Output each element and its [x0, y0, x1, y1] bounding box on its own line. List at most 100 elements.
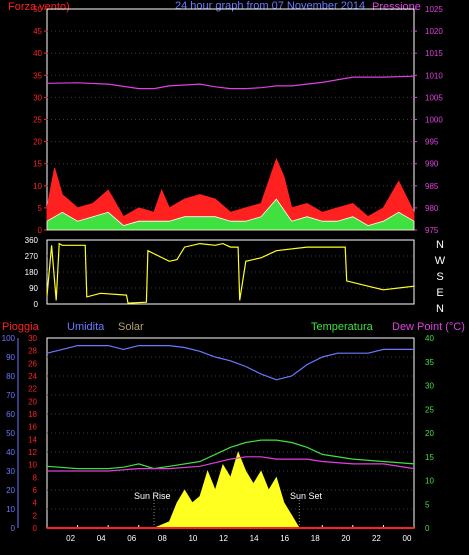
time-tick-label: 20	[341, 534, 350, 543]
rain-tick-label: 22	[28, 385, 37, 394]
rain-tick-label: 2	[33, 511, 38, 520]
wind-direction-grid	[47, 255, 414, 289]
wind-tick-label: 10	[33, 182, 42, 191]
dew-point-line	[47, 456, 415, 472]
humidity-tick-label: 60	[6, 410, 15, 419]
rain-tick-label: 8	[33, 473, 38, 482]
rain-tick-label: 12	[28, 448, 37, 457]
pressure-tick-label: 990	[425, 160, 439, 169]
humidity-line	[46, 345, 414, 381]
time-tick-label: 18	[311, 534, 320, 543]
pressure-tick-label: 1000	[425, 116, 443, 125]
temperature-tick-label: 10	[425, 477, 434, 486]
humidity-tick-label: 40	[6, 448, 15, 457]
pressure-tick-label: 1025	[425, 5, 443, 14]
time-tick-label: 02	[66, 534, 75, 543]
direction-tick-label: 180	[25, 268, 39, 277]
rain-tick-label: 14	[28, 435, 37, 444]
pressure-tick-label: 1015	[425, 49, 443, 58]
humidity-temperature-series	[46, 345, 415, 529]
time-tick-label: 06	[127, 534, 136, 543]
direction-tick-label: 360	[25, 236, 39, 245]
wind-tick-label: 30	[33, 93, 42, 102]
rain-tick-label: 20	[28, 397, 37, 406]
rain-header: Pioggia	[2, 321, 40, 333]
wind-gust-series	[46, 157, 415, 231]
humidity-tick-label: 30	[6, 467, 15, 476]
pressure-tick-label: 985	[425, 182, 439, 191]
humidity-tick-label: 80	[6, 372, 15, 381]
direction-tick-label: 270	[25, 252, 39, 261]
wind-tick-label: 25	[33, 116, 42, 125]
dewpoint-header: Dew Point (°C)	[392, 321, 465, 333]
time-tick-label: 08	[158, 534, 167, 543]
wind-direction-series	[46, 242, 415, 304]
temperature-axis: 40 35 30 25 20 15 10 5 0	[425, 334, 434, 533]
rain-tick-label: 6	[33, 486, 38, 495]
wind-direction-panel	[46, 239, 415, 305]
temperature-tick-label: 15	[425, 453, 434, 462]
time-tick-label: 00	[403, 534, 412, 543]
temperature-line	[46, 439, 415, 470]
temperature-tick-label: 30	[425, 382, 434, 391]
pressure-tick-label: 1010	[425, 71, 443, 80]
pressure-tick-label: 980	[425, 204, 439, 213]
humidity-tick-label: 90	[6, 353, 15, 362]
wind-pressure-grid	[47, 30, 414, 209]
humidity-tick-label: 100	[2, 334, 16, 343]
direction-tick-label: 90	[29, 284, 38, 293]
wind-direction-axis: 360 270 180 90 0	[25, 236, 39, 309]
time-tick-label: 04	[97, 534, 106, 543]
humidity-tick-label: 20	[6, 486, 15, 495]
rain-tick-label: 24	[28, 372, 37, 381]
header-right-label: Pressione	[372, 1, 421, 13]
wind-direction-line	[46, 242, 415, 304]
pressure-tick-label: 1020	[425, 27, 443, 36]
humidity-tick-label: 70	[6, 391, 15, 400]
pressure-line	[46, 75, 415, 90]
time-tick-label: 10	[188, 534, 197, 543]
temperature-tick-label: 25	[425, 405, 434, 414]
compass-label: E	[436, 287, 443, 299]
wind-tick-label: 45	[33, 27, 42, 36]
wind-tick-label: 20	[33, 138, 42, 147]
sun-rise-label: Sun Rise	[134, 491, 171, 501]
rain-tick-label: 4	[33, 499, 38, 508]
humidity-header: Umidita	[67, 321, 105, 333]
compass-label: S	[436, 271, 443, 283]
pressure-tick-label: 975	[425, 226, 439, 235]
rain-tick-label: 30	[28, 334, 37, 343]
wind-average-series	[46, 198, 415, 231]
sun-set-label: Sun Set	[290, 491, 323, 501]
temperature-tick-label: 20	[425, 429, 434, 438]
compass-label: W	[435, 255, 446, 267]
humidity-tick-label: 10	[6, 505, 15, 514]
pressure-tick-label: 1005	[425, 93, 443, 102]
rain-tick-label: 0	[33, 524, 38, 533]
humidity-tick-label: 50	[6, 429, 15, 438]
rain-tick-label: 28	[28, 347, 37, 356]
time-tick-label: 16	[280, 534, 289, 543]
wind-tick-label: 0	[38, 226, 43, 235]
temperature-tick-label: 5	[425, 500, 430, 509]
wind-tick-label: 40	[33, 49, 42, 58]
rain-tick-label: 26	[28, 359, 37, 368]
solar-area	[153, 451, 300, 529]
header-left-label: Forza vento)	[8, 1, 70, 13]
wind-tick-label: 5	[38, 204, 43, 213]
wind-tick-label: 35	[33, 71, 42, 80]
humidity-tick-label: 0	[11, 524, 16, 533]
wind-pressure-series	[46, 75, 415, 231]
wind-tick-label: 15	[33, 160, 42, 169]
compass-label: N	[436, 303, 444, 315]
pressure-tick-label: 995	[425, 138, 439, 147]
temperature-tick-label: 35	[425, 358, 434, 367]
solar-header: Solar	[118, 321, 144, 333]
wind-tick-label: 50	[33, 5, 42, 14]
rain-tick-label: 16	[28, 423, 37, 432]
